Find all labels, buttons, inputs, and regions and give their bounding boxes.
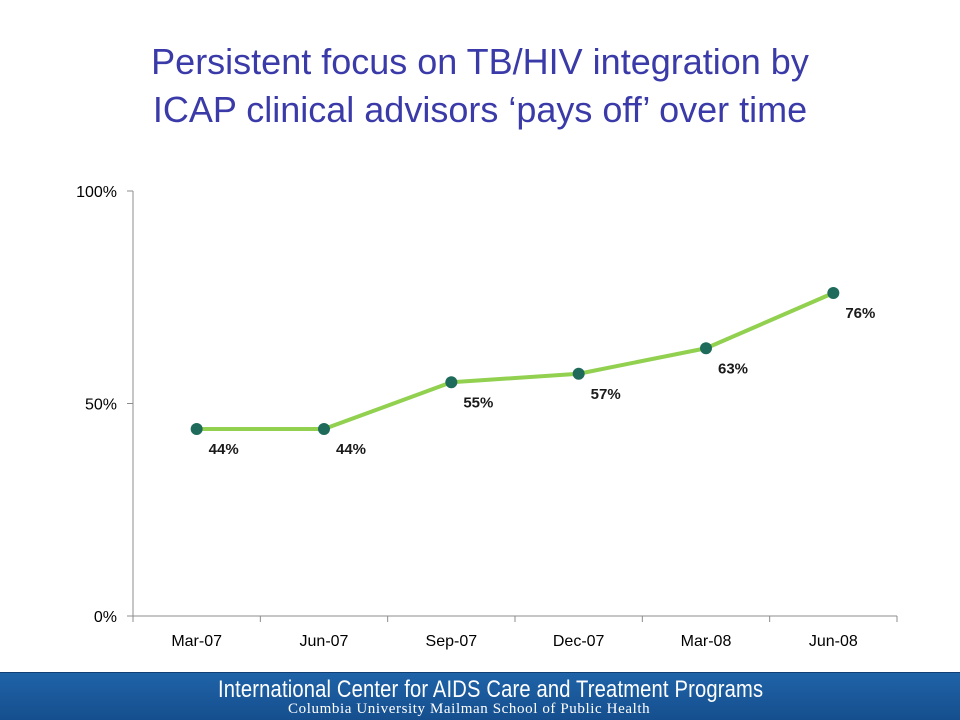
- data-label: 55%: [463, 394, 493, 411]
- data-point: [190, 423, 203, 435]
- data-point: [572, 367, 585, 380]
- x-tick-label: Jun-08: [809, 633, 858, 650]
- footer-school-name: Columbia University Mailman School of Pu…: [288, 701, 651, 717]
- data-label: 44%: [336, 441, 366, 458]
- y-tick-label: 100%: [76, 184, 117, 201]
- x-tick-label: Mar-07: [171, 633, 222, 650]
- x-tick-label: Dec-07: [553, 633, 605, 650]
- series-line: [194, 291, 836, 431]
- x-tick-label: Mar-08: [681, 633, 732, 650]
- data-label: 57%: [591, 386, 621, 403]
- slide-title-line-1: Persistent focus on TB/HIV integration b…: [151, 41, 809, 82]
- x-tick-label: Sep-07: [426, 633, 478, 650]
- data-point: [318, 423, 330, 435]
- data-label: 63%: [718, 360, 748, 377]
- line-chart: 0% 50% 100% Mar-07 Jun-07 Sep-07 Dec-07 Mar-08 J…: [76, 184, 898, 650]
- data-label: 76%: [845, 305, 875, 322]
- slide-title: Persistent focus on TB/HIV integration b…: [40, 38, 920, 134]
- y-tick-label: 50%: [85, 397, 117, 414]
- data-point: [827, 287, 840, 299]
- data-label: 44%: [209, 441, 239, 458]
- y-tick-label: 0%: [94, 609, 117, 626]
- x-tick-label: Jun-07: [300, 633, 349, 650]
- data-point: [445, 376, 458, 389]
- data-point: [700, 342, 712, 355]
- footer-organization-name: International Center for AIDS Care and T…: [218, 676, 764, 703]
- footer-banner: International Center for AIDS Care and T…: [0, 672, 960, 720]
- slide-title-line-2: ICAP clinical advisors ‘pays off’ over t…: [152, 89, 808, 130]
